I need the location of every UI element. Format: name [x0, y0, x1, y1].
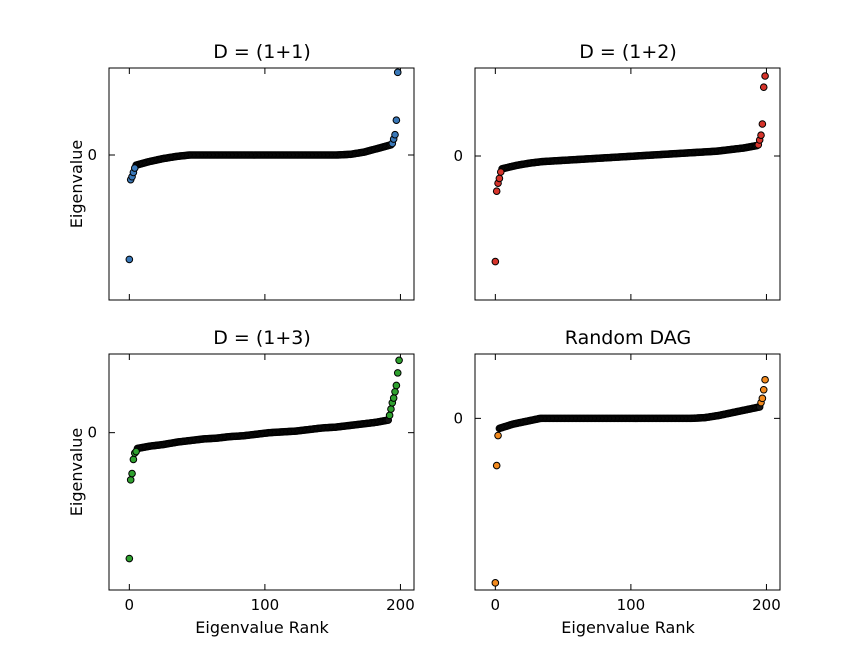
x-tick-label: 100 — [617, 596, 646, 614]
outlier-point — [761, 72, 769, 80]
outlier-point — [395, 356, 403, 365]
data-points — [125, 68, 402, 264]
outlier-point — [385, 411, 394, 420]
axes-frame — [474, 353, 781, 591]
y-axis-label-bottom: Eigenvalue — [67, 428, 86, 516]
y-axis-label-top: Eigenvalue — [67, 140, 86, 228]
outlier-point — [392, 381, 401, 390]
x-tick-label: 0 — [491, 596, 501, 614]
y-tick-group: 0 — [87, 146, 414, 164]
outlier-point — [391, 130, 399, 139]
outlier-point — [125, 255, 134, 264]
outlier-point — [758, 120, 767, 128]
outlier-point — [126, 476, 135, 484]
outlier-point — [393, 68, 402, 77]
outlier-point — [495, 174, 504, 183]
outlier-point — [491, 257, 500, 266]
outlier-point — [128, 469, 136, 478]
data-points — [491, 375, 769, 587]
outlier-point — [757, 131, 765, 139]
outlier-point — [391, 387, 399, 396]
y-tick-group: 0 — [453, 147, 780, 165]
outlier-point — [759, 83, 768, 91]
y-tick-label: 0 — [453, 147, 463, 165]
axes-frame — [108, 67, 415, 301]
y-tick-group: 0 — [453, 409, 780, 427]
data-points — [125, 356, 403, 563]
outlier-point — [496, 168, 505, 176]
x-tick-label: 200 — [386, 596, 415, 614]
outlier-point — [761, 375, 769, 384]
outlier-point — [492, 187, 501, 195]
panel-d-1-plus-2: D = (1+2) 0 — [453, 41, 781, 301]
axes-frame — [474, 67, 781, 301]
data-points — [491, 72, 769, 266]
outlier-point — [130, 164, 139, 172]
outlier-point — [389, 394, 398, 402]
panel-title: D = (1+1) — [213, 41, 311, 63]
x-tick-label: 100 — [251, 596, 280, 614]
outlier-point — [132, 447, 140, 456]
x-tick-group: 0 100 200 — [125, 354, 415, 614]
outlier-point — [387, 405, 395, 413]
axes-frame — [108, 353, 415, 591]
x-axis-label-right: Eigenvalue Rank — [561, 618, 695, 637]
panel-random-dag: Random DAG 0 100 200 0 — [453, 327, 780, 614]
outlier-point — [392, 116, 401, 124]
x-tick-label: 200 — [752, 596, 781, 614]
panel-title: Random DAG — [565, 327, 691, 349]
outlier-point — [491, 579, 500, 587]
x-axis-label-left: Eigenvalue Rank — [195, 618, 329, 637]
y-tick-label: 0 — [453, 409, 463, 427]
outlier-point — [759, 385, 768, 394]
outlier-point — [129, 455, 138, 464]
outlier-point — [494, 431, 502, 440]
outlier-point — [125, 554, 134, 563]
panel-d-1-plus-1: D = (1+1) 0 — [87, 41, 415, 301]
y-tick-label: 0 — [87, 424, 97, 442]
outlier-point — [492, 461, 501, 470]
x-tick-label: 0 — [125, 596, 135, 614]
y-tick-group: 0 — [87, 424, 414, 442]
outlier-point — [393, 369, 402, 377]
outlier-point — [758, 394, 767, 403]
panel-title: D = (1+3) — [213, 327, 311, 349]
panel-d-1-plus-3: D = (1+3) 0 100 200 0 — [87, 327, 414, 614]
y-tick-label: 0 — [87, 146, 97, 164]
panel-title: D = (1+2) — [579, 41, 677, 63]
